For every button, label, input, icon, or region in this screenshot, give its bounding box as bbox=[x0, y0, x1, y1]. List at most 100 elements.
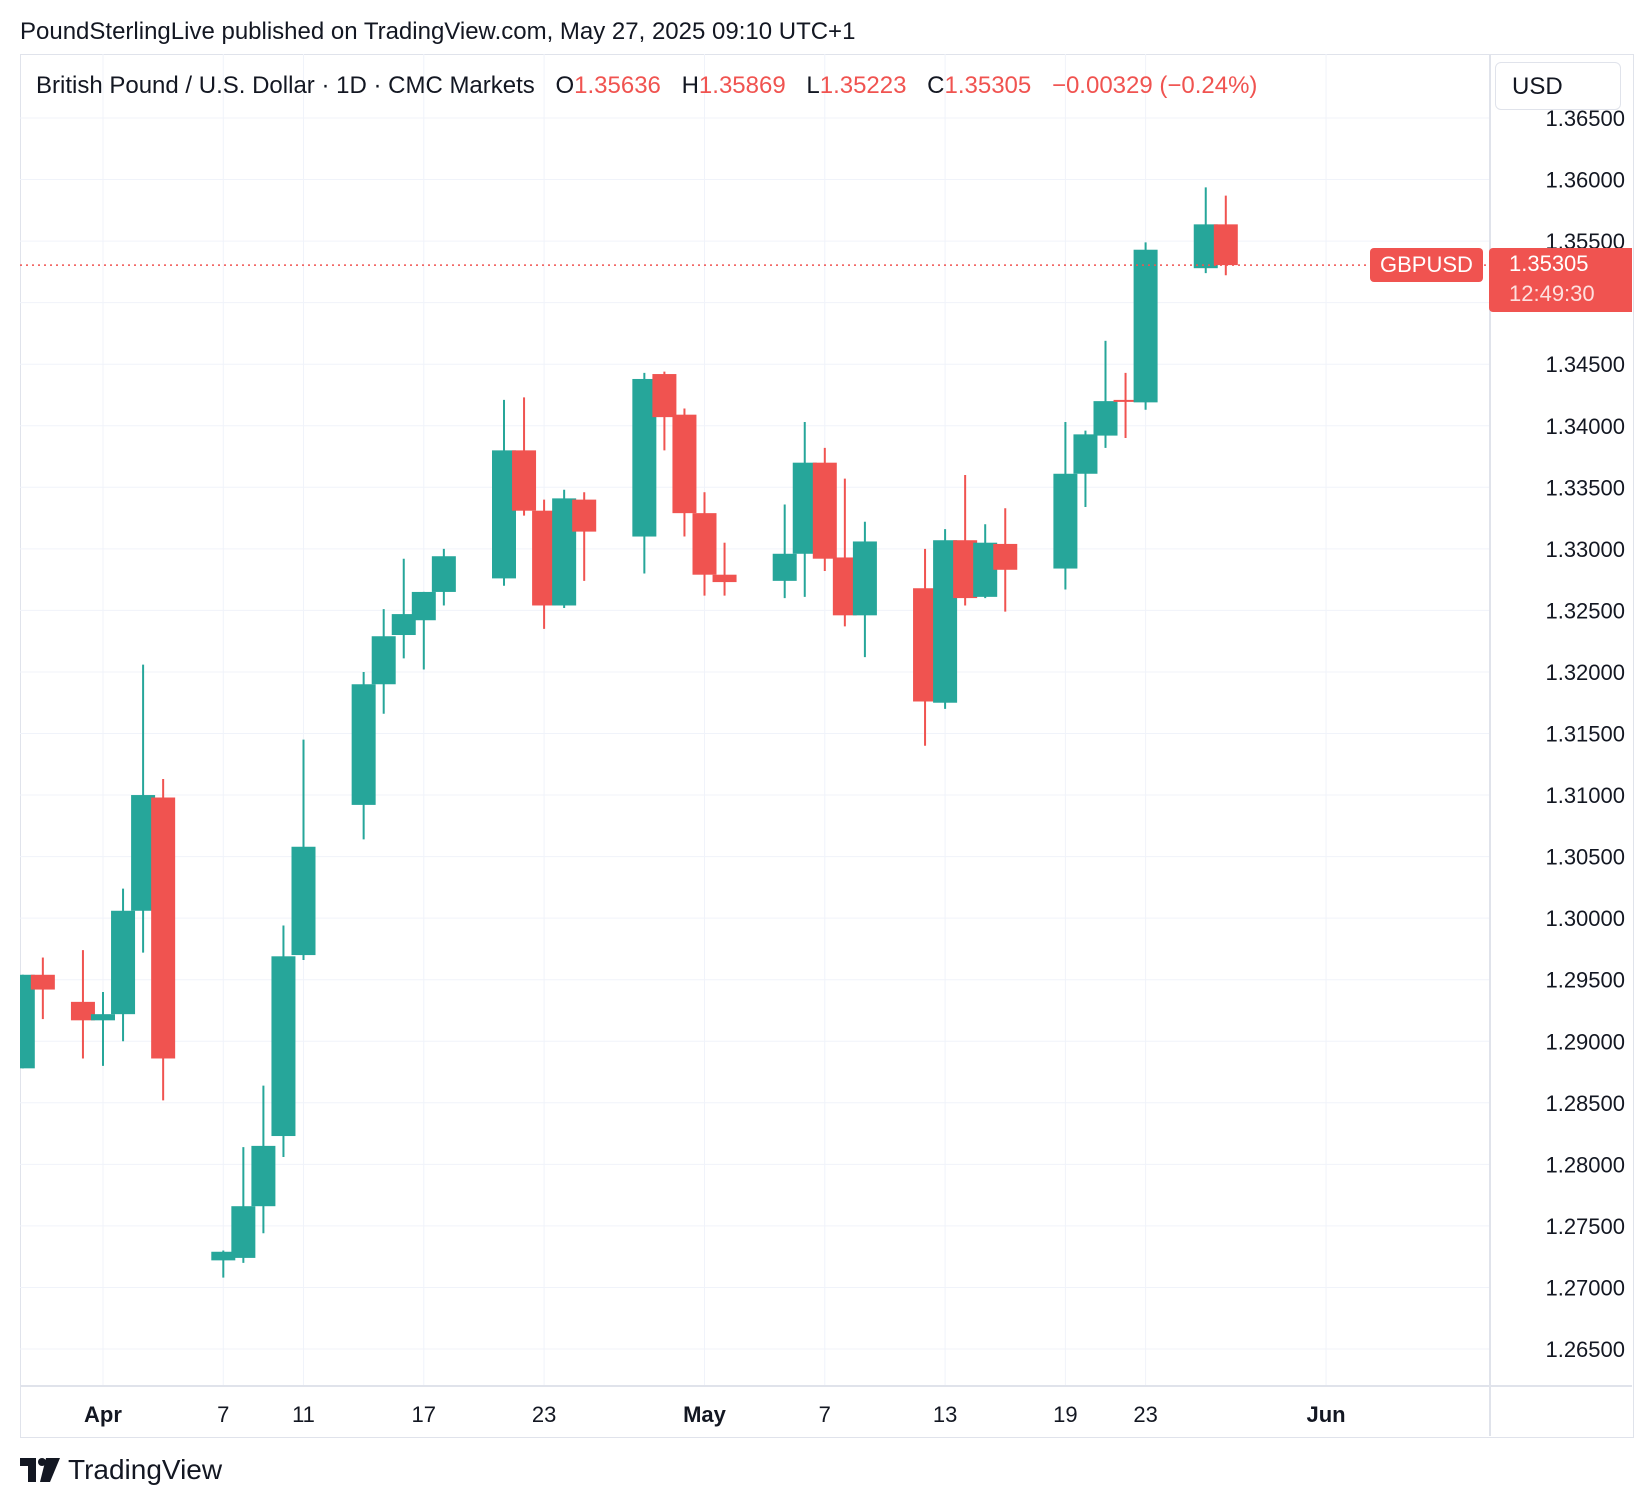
candle[interactable] bbox=[211, 1250, 236, 1278]
x-tick-label: 23 bbox=[532, 1402, 556, 1427]
candle-body bbox=[832, 557, 857, 616]
candle[interactable] bbox=[913, 548, 938, 746]
candle-body bbox=[271, 956, 296, 1137]
candle[interactable] bbox=[812, 447, 837, 572]
candle[interactable] bbox=[1073, 430, 1098, 507]
candle-body bbox=[1133, 249, 1158, 403]
candle-body bbox=[30, 974, 55, 990]
x-tick-label: 13 bbox=[933, 1402, 957, 1427]
candle[interactable] bbox=[852, 521, 877, 658]
candle-body bbox=[692, 513, 717, 575]
candle[interactable] bbox=[953, 474, 978, 606]
candle-body bbox=[20, 974, 35, 1069]
x-tick-label: 17 bbox=[412, 1402, 436, 1427]
candle[interactable] bbox=[792, 422, 817, 597]
candle[interactable] bbox=[391, 558, 416, 659]
candle[interactable] bbox=[1133, 242, 1158, 410]
y-tick-label: 1.36000 bbox=[1545, 168, 1625, 193]
candle-body bbox=[111, 910, 136, 1015]
x-tick-label: 19 bbox=[1053, 1402, 1077, 1427]
candle[interactable] bbox=[933, 529, 958, 709]
candle[interactable] bbox=[111, 888, 136, 1042]
high-value: 1.35869 bbox=[698, 72, 786, 99]
y-tick-label: 1.27500 bbox=[1545, 1214, 1625, 1239]
tradingview-brand[interactable]: TradingView bbox=[20, 1454, 222, 1486]
candle-body bbox=[151, 797, 176, 1059]
candle-body bbox=[391, 614, 416, 636]
candle[interactable] bbox=[772, 504, 797, 599]
candle[interactable] bbox=[532, 499, 557, 629]
candle[interactable] bbox=[411, 591, 436, 670]
y-tick-label: 1.28000 bbox=[1545, 1152, 1625, 1177]
candle[interactable] bbox=[993, 508, 1018, 612]
x-tick-label: 7 bbox=[217, 1402, 229, 1427]
candle[interactable] bbox=[431, 548, 456, 606]
candle[interactable] bbox=[632, 372, 657, 574]
x-tick-label: 7 bbox=[819, 1402, 831, 1427]
y-tick-label: 1.26500 bbox=[1545, 1337, 1625, 1362]
candle-body bbox=[1193, 224, 1218, 269]
y-tick-label: 1.27000 bbox=[1545, 1275, 1625, 1300]
close-label: C bbox=[927, 72, 945, 99]
y-tick-label: 1.29000 bbox=[1545, 1029, 1625, 1054]
candle-body bbox=[1113, 399, 1138, 402]
candle[interactable] bbox=[131, 664, 156, 953]
y-tick-label: 1.32500 bbox=[1545, 598, 1625, 623]
time-axis: Apr 7 11 17 23 May 7 13 19 23 Jun bbox=[84, 1402, 1346, 1427]
candle[interactable] bbox=[572, 492, 597, 581]
candle-body bbox=[812, 462, 837, 559]
currency-button[interactable]: USD bbox=[1495, 62, 1621, 110]
candle-body bbox=[351, 684, 376, 805]
candle[interactable] bbox=[30, 957, 55, 1020]
x-tick-label: Apr bbox=[84, 1402, 122, 1427]
candle-body bbox=[572, 499, 597, 532]
x-tick-label: May bbox=[683, 1402, 727, 1427]
candle[interactable] bbox=[552, 489, 577, 608]
candle[interactable] bbox=[351, 671, 376, 840]
candle[interactable] bbox=[492, 399, 516, 586]
candle-body bbox=[1213, 224, 1238, 266]
x-tick-label: Jun bbox=[1306, 1402, 1345, 1427]
y-tick-label: 1.36500 bbox=[1545, 106, 1625, 131]
high-label: H bbox=[681, 72, 699, 99]
candle[interactable] bbox=[1053, 422, 1078, 590]
low-value: 1.35223 bbox=[819, 72, 907, 99]
last-price-value: 1.35305 bbox=[1509, 251, 1589, 276]
candle[interactable] bbox=[1093, 340, 1118, 448]
candle[interactable] bbox=[291, 739, 316, 961]
candle[interactable] bbox=[70, 950, 95, 1059]
candle[interactable] bbox=[1113, 372, 1138, 439]
candle[interactable] bbox=[692, 492, 717, 596]
candle[interactable] bbox=[271, 925, 296, 1157]
candle-body bbox=[1073, 434, 1098, 474]
candle-body bbox=[1093, 401, 1118, 436]
candle-body bbox=[411, 591, 436, 621]
candle[interactable] bbox=[251, 1085, 276, 1234]
candle[interactable] bbox=[652, 371, 677, 451]
candle-body bbox=[632, 378, 657, 537]
candle[interactable] bbox=[231, 1147, 256, 1263]
open-label: O bbox=[555, 72, 575, 99]
candle-body bbox=[251, 1145, 276, 1207]
candle-body bbox=[772, 553, 797, 581]
candle-body bbox=[672, 414, 697, 514]
candle[interactable] bbox=[512, 397, 537, 516]
candle[interactable] bbox=[371, 609, 396, 714]
candle[interactable] bbox=[672, 408, 697, 537]
candle-body bbox=[712, 574, 737, 583]
candle[interactable] bbox=[151, 779, 176, 1101]
candle-body bbox=[792, 462, 817, 554]
candle[interactable] bbox=[1213, 195, 1238, 276]
candle[interactable] bbox=[973, 524, 998, 599]
candle[interactable] bbox=[20, 974, 35, 1069]
candle[interactable] bbox=[712, 542, 737, 596]
candle-body bbox=[492, 450, 516, 579]
candle[interactable] bbox=[1193, 187, 1218, 274]
brand-name: TradingView bbox=[68, 1454, 223, 1485]
chart-frame bbox=[20, 54, 1634, 1438]
candle[interactable] bbox=[91, 992, 115, 1066]
candle-body bbox=[431, 556, 456, 592]
candle[interactable] bbox=[832, 478, 857, 627]
candle-body bbox=[371, 636, 396, 685]
